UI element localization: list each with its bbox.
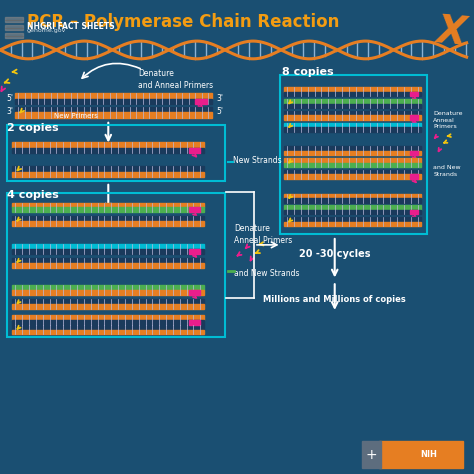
- Bar: [189, 290, 200, 295]
- Bar: [15, 107, 212, 112]
- Text: 20 -30 cycles: 20 -30 cycles: [299, 249, 371, 259]
- Bar: [283, 99, 421, 104]
- Bar: [195, 99, 207, 104]
- Bar: [283, 123, 421, 127]
- Bar: [283, 92, 421, 96]
- Bar: [7, 193, 226, 337]
- Bar: [12, 290, 204, 295]
- Text: 8 copies: 8 copies: [282, 67, 333, 77]
- Bar: [283, 158, 421, 163]
- Bar: [283, 111, 421, 116]
- Bar: [12, 143, 204, 148]
- Bar: [12, 216, 204, 221]
- Text: and New
Strands: and New Strands: [433, 165, 461, 177]
- Text: X: X: [435, 12, 468, 53]
- Bar: [283, 206, 421, 210]
- Bar: [410, 92, 419, 96]
- Text: New Primers: New Primers: [54, 113, 98, 119]
- Bar: [283, 222, 421, 226]
- Bar: [12, 325, 204, 329]
- Bar: [362, 441, 381, 468]
- Bar: [410, 151, 419, 155]
- Bar: [283, 127, 421, 132]
- Bar: [12, 249, 204, 254]
- Bar: [12, 208, 204, 212]
- Text: 3': 3': [217, 94, 224, 103]
- Bar: [5, 25, 23, 30]
- Bar: [12, 148, 204, 153]
- Bar: [189, 249, 200, 254]
- Bar: [12, 258, 204, 263]
- Bar: [189, 148, 200, 153]
- Text: genome.gov: genome.gov: [27, 28, 66, 33]
- Text: 4 copies: 4 copies: [7, 190, 59, 200]
- Bar: [12, 315, 204, 319]
- Bar: [283, 194, 421, 198]
- Bar: [283, 217, 421, 222]
- Bar: [283, 210, 421, 214]
- Bar: [12, 285, 204, 290]
- Text: NIH: NIH: [420, 450, 437, 459]
- Bar: [7, 125, 226, 181]
- Bar: [283, 87, 421, 92]
- Text: 3': 3': [6, 108, 13, 117]
- Bar: [189, 208, 200, 212]
- Text: Denature
and Anneal Primers: Denature and Anneal Primers: [138, 69, 213, 90]
- Bar: [283, 170, 421, 174]
- Bar: [283, 104, 421, 108]
- Text: 5': 5': [6, 94, 13, 103]
- Bar: [189, 319, 200, 325]
- Text: Millions and Millions of copies: Millions and Millions of copies: [264, 295, 406, 304]
- Bar: [12, 299, 204, 304]
- Bar: [410, 210, 419, 214]
- Bar: [283, 198, 421, 202]
- Bar: [12, 202, 204, 208]
- Text: +: +: [365, 447, 377, 462]
- Bar: [283, 146, 421, 151]
- Bar: [5, 33, 23, 38]
- Bar: [5, 18, 23, 22]
- Text: 2 copies: 2 copies: [7, 123, 58, 133]
- Text: Denature
Anneal
Primers: Denature Anneal Primers: [433, 111, 463, 129]
- Bar: [12, 329, 204, 335]
- Bar: [12, 304, 204, 309]
- Bar: [12, 172, 204, 177]
- Bar: [12, 263, 204, 267]
- Bar: [410, 116, 419, 120]
- Bar: [12, 166, 204, 172]
- Bar: [283, 116, 421, 120]
- Text: NHGRI FACT SHEETS: NHGRI FACT SHEETS: [27, 22, 114, 31]
- Bar: [15, 93, 212, 99]
- Bar: [15, 99, 212, 104]
- Bar: [280, 74, 427, 234]
- Bar: [12, 244, 204, 249]
- Text: New Strands: New Strands: [233, 156, 282, 164]
- Text: PCR – Polymerase Chain Reaction: PCR – Polymerase Chain Reaction: [27, 12, 339, 30]
- Bar: [12, 221, 204, 226]
- Text: Denature
Anneal Primers: Denature Anneal Primers: [234, 224, 292, 245]
- Text: and New Strands: and New Strands: [234, 268, 300, 277]
- Bar: [15, 112, 212, 118]
- Text: 5': 5': [217, 108, 224, 117]
- Bar: [283, 174, 421, 179]
- Bar: [379, 441, 463, 468]
- Bar: [410, 174, 419, 179]
- Bar: [283, 151, 421, 155]
- Bar: [283, 163, 421, 167]
- Bar: [12, 319, 204, 325]
